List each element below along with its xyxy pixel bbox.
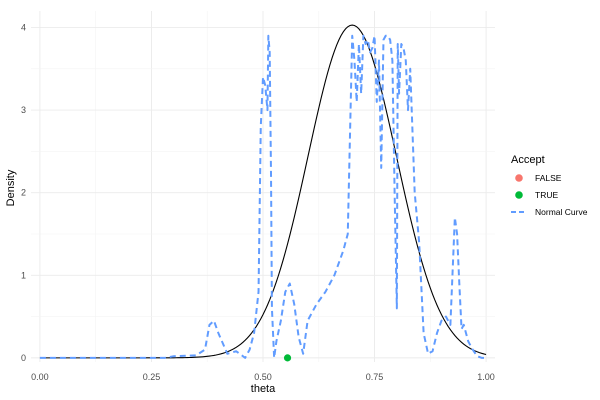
- legend-entry: Normal Curve: [511, 207, 588, 217]
- legend-title: Accept: [511, 154, 545, 166]
- legend-label: TRUE: [535, 190, 558, 200]
- y-axis-ticks: 0 1 2 3 4: [21, 23, 26, 363]
- grid-lines: [31, 11, 495, 362]
- legend-entry: TRUE: [515, 190, 558, 200]
- legend-label: Normal Curve: [535, 207, 588, 217]
- legend: Accept FALSE TRUE Normal Curve: [511, 154, 588, 217]
- y-tick-label: 4: [21, 23, 26, 33]
- accepted-point: [283, 354, 292, 362]
- density-layer: [39, 34, 487, 359]
- legend-key-point: [515, 174, 523, 182]
- x-tick-label: 0.25: [143, 372, 161, 382]
- x-axis-title: theta: [251, 383, 276, 395]
- x-axis-ticks: 0.00 0.25 0.50 0.75 1.00: [31, 372, 495, 382]
- y-axis-title: Density: [5, 169, 17, 206]
- legend-key-point: [515, 191, 523, 199]
- x-tick-label: 0.00: [31, 372, 49, 382]
- density-dashed-line: [39, 34, 487, 359]
- legend-entry: FALSE: [515, 173, 562, 183]
- points-layer: [283, 354, 292, 362]
- legend-label: FALSE: [535, 173, 562, 183]
- y-tick-label: 0: [21, 353, 26, 363]
- y-tick-label: 1: [21, 270, 26, 280]
- legend-entries: FALSE TRUE Normal Curve: [511, 173, 588, 217]
- x-tick-label: 0.50: [254, 372, 272, 382]
- x-tick-label: 0.75: [366, 372, 384, 382]
- y-tick-label: 3: [21, 105, 26, 115]
- x-tick-label: 1.00: [477, 372, 495, 382]
- y-tick-label: 2: [21, 188, 26, 198]
